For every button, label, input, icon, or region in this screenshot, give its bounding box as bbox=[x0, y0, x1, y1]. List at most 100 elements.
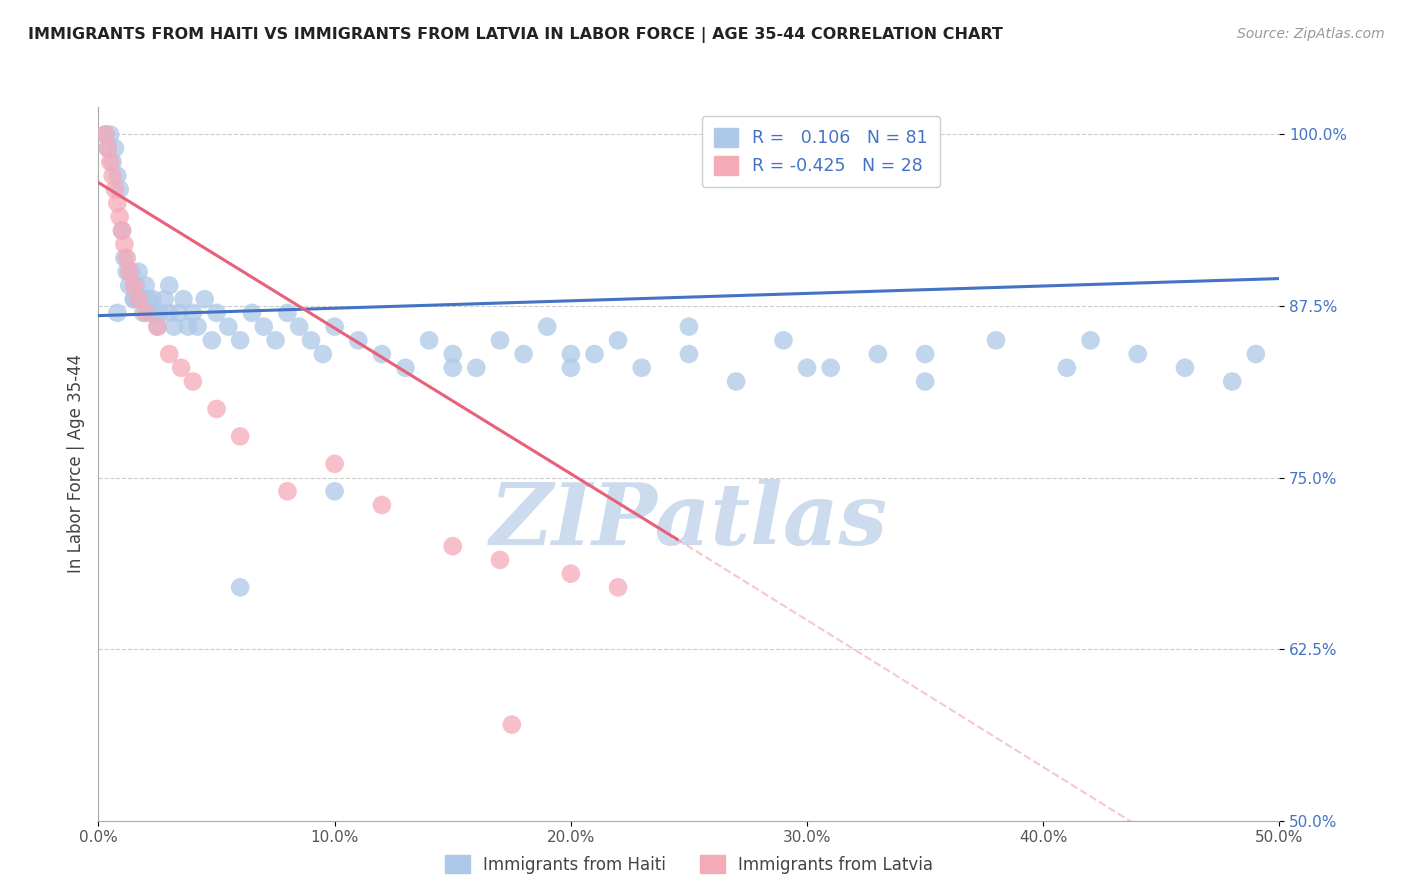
Point bbox=[489, 334, 512, 348]
Point bbox=[108, 210, 131, 224]
Point bbox=[253, 319, 276, 334]
Point bbox=[866, 347, 889, 361]
Point bbox=[536, 319, 558, 334]
Point bbox=[276, 484, 298, 499]
Point bbox=[583, 347, 606, 361]
Point bbox=[139, 306, 162, 320]
Point bbox=[607, 580, 630, 594]
Point bbox=[136, 292, 159, 306]
Point bbox=[1056, 360, 1078, 375]
Point bbox=[418, 334, 440, 348]
Point bbox=[489, 553, 512, 567]
Point bbox=[1080, 334, 1102, 348]
Point bbox=[143, 306, 166, 320]
Point bbox=[94, 128, 117, 142]
Point bbox=[205, 401, 228, 416]
Text: IMMIGRANTS FROM HAITI VS IMMIGRANTS FROM LATVIA IN LABOR FORCE | AGE 35-44 CORRE: IMMIGRANTS FROM HAITI VS IMMIGRANTS FROM… bbox=[28, 27, 1002, 43]
Point bbox=[264, 334, 287, 348]
Point bbox=[194, 292, 217, 306]
Y-axis label: In Labor Force | Age 35-44: In Labor Force | Age 35-44 bbox=[66, 354, 84, 574]
Point bbox=[135, 306, 157, 320]
Point bbox=[371, 498, 394, 512]
Point bbox=[1220, 375, 1243, 389]
Point bbox=[288, 319, 311, 334]
Point bbox=[371, 347, 394, 361]
Point bbox=[201, 334, 224, 348]
Point bbox=[1126, 347, 1149, 361]
Point bbox=[560, 566, 582, 581]
Point bbox=[112, 251, 135, 265]
Point bbox=[607, 334, 630, 348]
Point bbox=[772, 334, 794, 348]
Point bbox=[630, 360, 652, 375]
Point bbox=[146, 319, 169, 334]
Point bbox=[347, 334, 370, 348]
Point bbox=[129, 292, 152, 306]
Point bbox=[121, 265, 143, 279]
Point bbox=[796, 360, 818, 375]
Point bbox=[441, 347, 464, 361]
Point bbox=[111, 223, 134, 237]
Point bbox=[914, 347, 936, 361]
Point bbox=[187, 319, 209, 334]
Point bbox=[229, 334, 252, 348]
Legend: Immigrants from Haiti, Immigrants from Latvia: Immigrants from Haiti, Immigrants from L… bbox=[434, 845, 943, 884]
Point bbox=[240, 306, 263, 320]
Point bbox=[229, 580, 252, 594]
Point bbox=[205, 306, 228, 320]
Point bbox=[312, 347, 335, 361]
Point bbox=[97, 141, 120, 155]
Point bbox=[465, 360, 488, 375]
Point bbox=[105, 306, 128, 320]
Point bbox=[135, 278, 157, 293]
Text: ZIPatlas: ZIPatlas bbox=[489, 479, 889, 563]
Point bbox=[104, 141, 127, 155]
Point bbox=[125, 278, 148, 293]
Point bbox=[98, 155, 121, 169]
Point bbox=[128, 292, 150, 306]
Point bbox=[111, 223, 134, 237]
Point bbox=[394, 360, 416, 375]
Point bbox=[157, 306, 180, 320]
Point bbox=[441, 360, 464, 375]
Point bbox=[149, 306, 172, 320]
Point bbox=[441, 539, 464, 553]
Point bbox=[94, 128, 117, 142]
Point bbox=[157, 278, 180, 293]
Point bbox=[177, 319, 200, 334]
Point bbox=[157, 347, 180, 361]
Point bbox=[115, 251, 138, 265]
Point bbox=[101, 169, 124, 183]
Point bbox=[181, 375, 204, 389]
Point bbox=[323, 484, 346, 499]
Point bbox=[163, 319, 186, 334]
Point bbox=[112, 237, 135, 252]
Point bbox=[118, 265, 141, 279]
Point bbox=[560, 360, 582, 375]
Point bbox=[105, 169, 128, 183]
Point bbox=[122, 292, 145, 306]
Point bbox=[104, 182, 127, 196]
Point bbox=[105, 196, 128, 211]
Point bbox=[181, 306, 204, 320]
Point bbox=[122, 278, 145, 293]
Point bbox=[984, 334, 1007, 348]
Point bbox=[142, 292, 165, 306]
Point bbox=[299, 334, 322, 348]
Point bbox=[122, 292, 145, 306]
Point bbox=[678, 347, 700, 361]
Point bbox=[1174, 360, 1197, 375]
Point bbox=[132, 306, 155, 320]
Point bbox=[560, 347, 582, 361]
Point bbox=[115, 265, 138, 279]
Text: Source: ZipAtlas.com: Source: ZipAtlas.com bbox=[1237, 27, 1385, 41]
Point bbox=[725, 375, 748, 389]
Point bbox=[146, 319, 169, 334]
Point bbox=[97, 141, 120, 155]
Point bbox=[153, 292, 176, 306]
Point bbox=[170, 360, 193, 375]
Point bbox=[820, 360, 842, 375]
Point bbox=[323, 319, 346, 334]
Point bbox=[118, 278, 141, 293]
Point bbox=[98, 128, 121, 142]
